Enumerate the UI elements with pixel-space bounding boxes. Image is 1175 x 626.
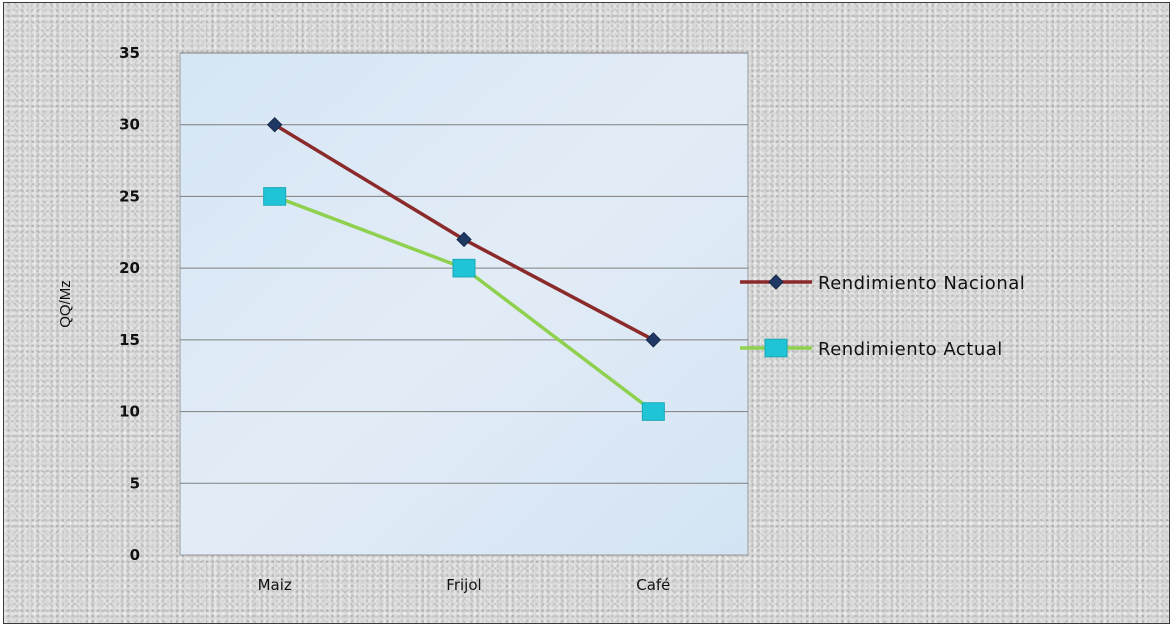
plot-area — [179, 52, 749, 556]
y-tick-label: 25 — [119, 187, 140, 205]
data-point — [641, 402, 665, 421]
y-tick-label: 5 — [130, 474, 140, 492]
data-point — [266, 117, 283, 133]
x-tick-label: Maiz — [258, 576, 292, 594]
y-axis-label: QQ/Mz — [57, 280, 74, 328]
legend-marker — [768, 274, 784, 290]
legend-label: Rendimiento Actual — [818, 339, 1003, 360]
data-point — [456, 231, 472, 248]
x-tick-label: Frijol — [446, 576, 481, 594]
y-tick-label: 35 — [119, 44, 140, 62]
legend: Rendimiento Nacional Rendimiento Actual — [740, 273, 1025, 360]
y-tick-label: 10 — [119, 403, 140, 421]
data-point — [452, 258, 476, 278]
y-tick-label: 0 — [130, 546, 140, 564]
series-group — [263, 117, 665, 421]
x-tick-label: Café — [636, 576, 670, 594]
y-tick-label: 20 — [119, 259, 140, 277]
y-tick-label: 30 — [119, 116, 140, 134]
data-point — [645, 332, 662, 348]
data-point — [263, 187, 287, 206]
legend-label: Rendimiento Nacional — [818, 273, 1025, 294]
y-tick-label: 15 — [119, 331, 140, 349]
x-axis-ticks: Maiz Frijol Café — [258, 576, 671, 594]
y-axis-ticks: 0 5 10 15 20 25 30 35 — [119, 44, 140, 564]
legend-marker — [764, 338, 788, 358]
